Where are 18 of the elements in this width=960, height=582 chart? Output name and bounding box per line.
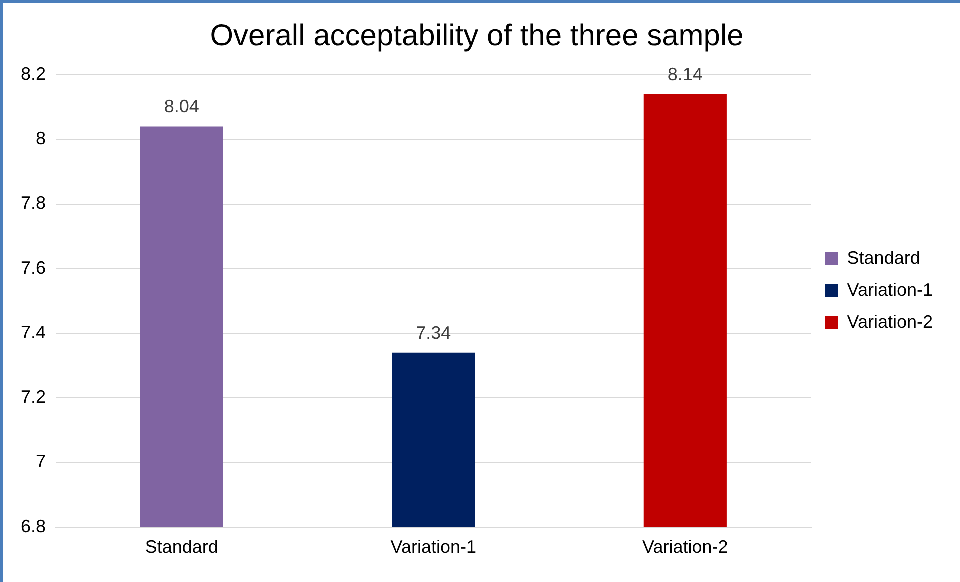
y-tick-label: 7.8	[20, 193, 46, 214]
legend-label: Variation-1	[847, 280, 934, 300]
x-tick-label: Variation-2	[642, 537, 728, 558]
y-tick-label: 7.4	[20, 322, 46, 342]
y-tick-label: 7.6	[20, 258, 46, 278]
x-tick-label: Standard	[145, 537, 218, 558]
y-tick-label: 6.8	[20, 516, 46, 536]
y-tick-label: 8	[36, 128, 46, 149]
data-label: 8.04	[164, 96, 200, 117]
y-tick-label: 7	[36, 452, 46, 472]
legend-label: Variation-2	[847, 312, 934, 332]
y-tick-label: 8.2	[20, 64, 46, 84]
legend-label: Standard	[847, 248, 920, 268]
chart-title: Overall acceptability of the three sample	[210, 19, 744, 52]
data-label: 8.14	[668, 64, 703, 84]
x-tick-label: Variation-1	[390, 537, 477, 558]
y-tick-label: 7.2	[20, 387, 46, 408]
data-label: 7.34	[416, 322, 452, 343]
